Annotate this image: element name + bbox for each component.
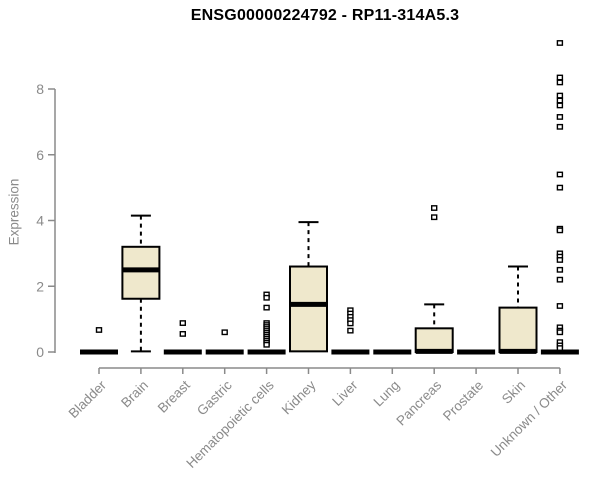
outlier-point-unknown-other [556, 184, 564, 191]
outlier-point-unknown-other [556, 345, 564, 351]
outlier-point-unknown-other [556, 276, 564, 283]
outlier-point-unknown-other [556, 114, 564, 120]
chart-title: ENSG00000224792 - RP11-314A5.3 [190, 7, 460, 24]
outlier-point-unknown-other [556, 79, 564, 86]
outlier-point-breast [179, 320, 187, 326]
outlier-point-bladder [95, 327, 103, 333]
outlier-point-gastric [221, 329, 228, 336]
outlier-point-unknown-other [556, 171, 564, 178]
x-tick-label-pancreas: Pancreas [393, 377, 444, 428]
outlier-point-unknown-other [556, 123, 564, 130]
outlier-point-unknown-other [556, 92, 564, 99]
box-pancreas [414, 327, 454, 353]
outlier-point-liver [347, 327, 354, 334]
box-kidney [289, 265, 328, 353]
outlier-point-liver [347, 320, 354, 327]
outlier-point-unknown-other [556, 329, 564, 336]
box-brain [121, 245, 161, 300]
outlier-point-unknown-other [556, 97, 564, 104]
x-tick-label-liver: Liver [329, 377, 361, 409]
outlier-point-unknown-other [556, 257, 564, 263]
flat-box-liver [331, 349, 370, 355]
flat-box-unknown-other [540, 349, 579, 355]
box-skin [498, 306, 538, 353]
outlier-point-unknown-other [556, 266, 564, 273]
outlier-point-unknown-other [556, 40, 564, 46]
y-tick-label: 0 [36, 344, 44, 360]
y-tick-label: 4 [36, 213, 44, 229]
flat-box-bladder [80, 349, 118, 355]
y-tick-label: 2 [36, 278, 44, 294]
y-tick-label: 6 [36, 147, 44, 163]
x-tick-label-skin: Skin [499, 378, 528, 407]
x-tick-label-kidney: Kidney [279, 377, 319, 417]
x-tick-label-prostate: Prostate [440, 378, 486, 424]
outlier-point-unknown-other [556, 227, 564, 234]
x-tick-label-unknown-other: Unknown / Other [488, 377, 571, 460]
flat-box-breast [163, 349, 202, 355]
outlier-point-unknown-other [556, 102, 564, 109]
flat-box-gastric [205, 349, 244, 355]
x-tick-label-breast: Breast [155, 377, 193, 415]
outlier-point-unknown-other [556, 303, 564, 309]
outlier-point-hematopoietic-cells [263, 304, 270, 311]
outlier-point-hematopoietic-cells [263, 341, 270, 348]
flat-box-lung [373, 349, 412, 355]
outlier-point-hematopoietic-cells [263, 294, 270, 301]
x-tick-label-bladder: Bladder [66, 377, 110, 421]
y-tick-label: 8 [36, 81, 44, 97]
outlier-point-breast [179, 331, 187, 337]
outlier-point-pancreas [431, 214, 438, 221]
flat-box-hematopoietic-cells [247, 349, 286, 355]
outlier-point-unknown-other [556, 74, 564, 81]
flat-box-prostate [457, 349, 496, 355]
x-tick-label-brain: Brain [118, 378, 151, 411]
outlier-point-pancreas [431, 205, 438, 211]
x-tick-label-lung: Lung [371, 378, 403, 410]
x-tick-label-gastric: Gastric [194, 377, 235, 418]
